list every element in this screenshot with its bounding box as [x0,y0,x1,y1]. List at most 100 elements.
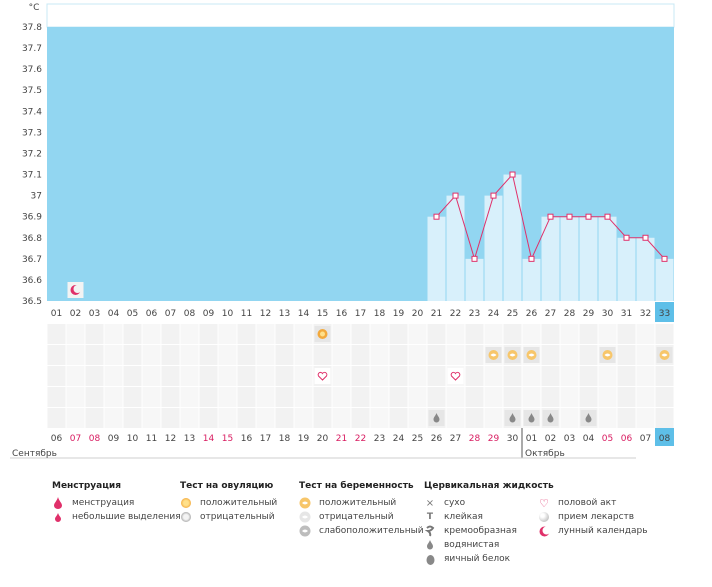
row-ovulation-cell [47,324,66,344]
y-tick-label: 36.9 [22,213,42,223]
legend-cervical-watery-label: водянистая [444,540,500,550]
row-ovulation-cell [560,324,579,344]
row-empty-2-cell [66,408,85,428]
row-empty-1-cell [370,387,389,407]
row-pregnancy-cell [104,345,123,365]
row-intercourse-cell [427,366,446,386]
water-drop-icon [424,539,436,551]
temperature-point [452,192,459,199]
date-label: 10 [127,434,139,444]
legend-menstruation-item: менструация [52,496,181,510]
cycle-day-label: 13 [279,309,290,319]
row-ovulation-cell [351,324,370,344]
temperature-point [661,255,668,262]
row-ovulation-cell [541,324,560,344]
row-empty-1-cell [294,387,313,407]
row-empty-2-cell [142,408,161,428]
row-empty-2-cell [313,408,332,428]
legend-pregnancy-negative-label: отрицательный [319,512,394,522]
row-empty-2-cell [351,408,370,428]
date-label: 09 [108,434,120,444]
row-pregnancy-cell [408,345,427,365]
row-empty-1-cell [332,387,351,407]
cycle-day-label: 04 [108,309,120,319]
legend-pregnancy-positive-item: положительный [299,496,424,510]
date-label: 07 [70,434,81,444]
row-pregnancy-cell [123,345,142,365]
legend-cervical-sticky-label: клейкая [444,512,483,522]
temperature-bar [427,216,446,301]
row-ovulation-cell [408,324,427,344]
row-empty-2-cell [294,408,313,428]
row-pregnancy-cell [313,345,332,365]
row-intercourse-cell [598,366,617,386]
legend-cervical-dry-item: × сухо [424,496,554,510]
heart-icon [317,371,328,381]
date-label: 22 [355,434,366,444]
row-empty-2-cell [598,408,617,428]
water-drop-icon [509,413,516,423]
temperature-bar [541,216,560,301]
row-pregnancy-cell [560,345,579,365]
legend-cervical-eggwhite-item: яичный белок [424,552,554,566]
date-label: 17 [260,434,271,444]
cycle-day-label: 09 [203,309,215,319]
row-intercourse-cell [85,366,104,386]
row-intercourse-cell [218,366,237,386]
row-intercourse-cell [142,366,161,386]
row-pregnancy-cell [427,345,446,365]
row-empty-2-cell [408,408,427,428]
row-intercourse-cell [522,366,541,386]
row-intercourse-cell [123,366,142,386]
row-intercourse-cell [256,366,275,386]
row-intercourse-cell [465,366,484,386]
legend-intercourse-item: ♡ половой акт [538,496,648,510]
row-pregnancy-cell [294,345,313,365]
temperature-point [528,255,535,262]
legend-ovulation-title: Тест на овуляцию [180,481,274,491]
heart-icon [450,371,461,381]
legend-cervical-sticky-item: T клейкая [424,510,554,524]
row-empty-1-cell [85,387,104,407]
cycle-day-label: 30 [602,309,614,319]
row-ovulation-cell [332,324,351,344]
bbt-chart: °C 37.8 37.7 37.6 37.5 37.4 37.3 37.2 37.1 37 36.9… [10,3,675,459]
row-empty-1-cell [123,387,142,407]
temperature-bar [503,174,522,301]
temperature-point [623,234,630,241]
cycle-day-selected-bg [655,302,674,322]
legend: Менструация менструация небольшие выделе… [52,481,692,581]
y-tick-label: 37.5 [22,86,42,96]
legend-ovulation-negative-label: отрицательный [200,512,275,522]
row-ovulation-cell [161,324,180,344]
row-empty-1-cell [47,387,66,407]
date-label: 07 [640,434,651,444]
cycle-day-label: 20 [412,309,424,319]
legend-moon-item: лунный календарь [538,524,648,538]
row-empty-1-cell [446,387,465,407]
row-empty-1-cell [541,387,560,407]
row-intercourse-cell [47,366,66,386]
cycle-day-label: 03 [89,309,100,319]
row-intercourse-cell [655,366,674,386]
water-drop-icon [433,413,440,423]
row-pregnancy-cell [465,345,484,365]
legend-medication-label: прием лекарств [558,512,635,522]
y-tick-label: 37.3 [22,128,42,138]
row-pregnancy-cell [161,345,180,365]
row-intercourse-cell [294,366,313,386]
drop-small-icon [52,511,64,523]
legend-pregnancy-weak-item: слабоположительный [299,524,424,538]
row-intercourse-cell [560,366,579,386]
legend-menstruation-label: менструация [72,498,135,508]
legend-menstruation: Менструация менструация небольшие выделе… [52,481,181,524]
row-empty-1-cell [142,387,161,407]
cycle-day-label: 17 [355,309,366,319]
row-empty-1-cell [199,387,218,407]
row-empty-1-cell [237,387,256,407]
month-label-september: Сентябрь [12,449,57,459]
y-tick-label: 37.6 [22,65,42,75]
cross-icon: × [425,497,435,509]
date-label: 06 [51,434,63,444]
legend-moon-label: лунный календарь [558,526,648,536]
